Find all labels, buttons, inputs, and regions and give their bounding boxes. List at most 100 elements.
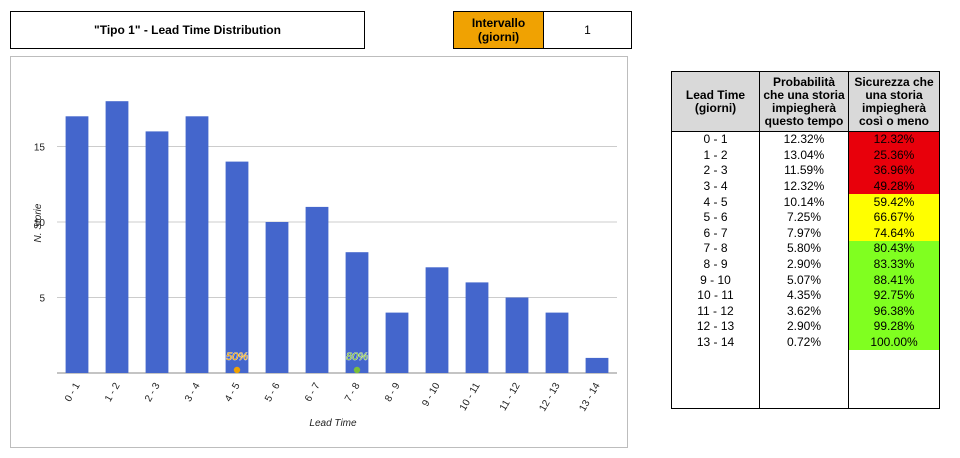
probability-cell: 13.04% xyxy=(759,147,849,164)
lead-time-cell: 8 - 9 xyxy=(671,256,760,273)
x-tick-label: 11 - 12 xyxy=(498,381,523,413)
bar xyxy=(545,312,569,373)
x-axis-label: Lead Time xyxy=(309,418,357,429)
x-tick-label: 1 - 2 xyxy=(103,381,123,404)
safety-cell: 74.64% xyxy=(848,225,940,242)
x-tick-label: 9 - 10 xyxy=(420,381,443,409)
x-tick-label: 8 - 9 xyxy=(383,381,403,404)
x-tick-label: 12 - 13 xyxy=(538,381,563,414)
percentile-marker-dot xyxy=(353,366,361,374)
probability-cell: 12.32% xyxy=(759,131,849,148)
safety-cell: 83.33% xyxy=(848,256,940,273)
interval-value[interactable]: 1 xyxy=(543,11,632,49)
lead-time-cell: 10 - 11 xyxy=(671,287,760,304)
safety-cell: 12.32% xyxy=(848,131,940,148)
empty-cell xyxy=(759,350,849,410)
safety-cell: 92.75% xyxy=(848,287,940,304)
bar xyxy=(265,222,289,373)
bar xyxy=(385,312,409,373)
bar xyxy=(65,116,89,374)
probability-cell: 2.90% xyxy=(759,319,849,335)
percentile-marker-label: 50% xyxy=(226,351,248,363)
table-empty-row xyxy=(671,350,940,410)
table-row: 6 - 7 7.97% 74.64% xyxy=(671,225,940,242)
probability-cell: 3.62% xyxy=(759,303,849,320)
safety-cell: 49.28% xyxy=(848,178,940,195)
bar xyxy=(585,357,609,373)
table-row: 9 - 10 5.07% 88.41% xyxy=(671,272,940,288)
y-tick-label: 10 xyxy=(34,218,46,229)
probability-cell: 12.32% xyxy=(759,178,849,195)
probability-cell: 7.25% xyxy=(759,209,849,226)
table-row: 3 - 4 12.32% 49.28% xyxy=(671,178,940,195)
interval-label: Intervallo (giorni) xyxy=(453,11,544,49)
y-tick-label: 5 xyxy=(39,294,45,305)
x-tick-label: 6 - 7 xyxy=(303,381,323,404)
header-lead-time: Lead Time (giorni) xyxy=(671,71,760,132)
safety-cell: 80.43% xyxy=(848,241,940,257)
x-tick-label: 3 - 4 xyxy=(183,381,203,404)
table-row: 1 - 2 13.04% 25.36% xyxy=(671,147,940,164)
lead-time-cell: 9 - 10 xyxy=(671,272,760,288)
bar xyxy=(185,116,209,374)
safety-cell: 66.67% xyxy=(848,209,940,226)
probability-cell: 11.59% xyxy=(759,163,849,179)
lead-time-cell: 11 - 12 xyxy=(671,303,760,320)
table-row: 7 - 8 5.80% 80.43% xyxy=(671,241,940,257)
safety-cell: 88.41% xyxy=(848,272,940,288)
bar xyxy=(105,101,129,373)
lead-time-cell: 13 - 14 xyxy=(671,334,760,351)
probability-cell: 4.35% xyxy=(759,287,849,304)
table-row: 5 - 6 7.25% 66.67% xyxy=(671,209,940,226)
lead-time-cell: 3 - 4 xyxy=(671,178,760,195)
percentile-marker-dot xyxy=(233,366,241,374)
table-row: 2 - 3 11.59% 36.96% xyxy=(671,163,940,179)
bar xyxy=(305,206,329,373)
safety-cell: 99.28% xyxy=(848,319,940,335)
chart-title: "Tipo 1" - Lead Time Distribution xyxy=(10,11,365,49)
x-tick-label: 4 - 5 xyxy=(223,381,243,404)
x-tick-label: 0 - 1 xyxy=(63,381,83,404)
x-tick-label: 10 - 11 xyxy=(458,381,483,413)
bar xyxy=(425,267,449,373)
probability-cell: 7.97% xyxy=(759,225,849,242)
x-tick-label: 7 - 8 xyxy=(343,381,363,404)
safety-cell: 36.96% xyxy=(848,163,940,179)
table-row: 8 - 9 2.90% 83.33% xyxy=(671,256,940,273)
table-row: 0 - 1 12.32% 12.32% xyxy=(671,131,940,148)
table-row: 13 - 14 0.72% 100.00% xyxy=(671,334,940,351)
safety-cell: 25.36% xyxy=(848,147,940,164)
lead-time-cell: 4 - 5 xyxy=(671,194,760,210)
lead-time-cell: 0 - 1 xyxy=(671,131,760,148)
lead-time-cell: 2 - 3 xyxy=(671,163,760,179)
probability-cell: 5.07% xyxy=(759,272,849,288)
table-row: 12 - 13 2.90% 99.28% xyxy=(671,319,940,335)
percentile-marker-label: 80% xyxy=(346,351,368,363)
lead-time-cell: 1 - 2 xyxy=(671,147,760,164)
probability-cell: 5.80% xyxy=(759,241,849,257)
empty-cell xyxy=(848,350,940,410)
lead-time-cell: 6 - 7 xyxy=(671,225,760,242)
y-tick-label: 15 xyxy=(34,143,46,154)
header-probability: Probabilità che una storia impiegherà qu… xyxy=(759,71,849,132)
lead-time-cell: 12 - 13 xyxy=(671,319,760,335)
bar xyxy=(345,252,369,373)
table-row: 10 - 11 4.35% 92.75% xyxy=(671,287,940,304)
safety-cell: 96.38% xyxy=(848,303,940,320)
x-tick-label: 5 - 6 xyxy=(263,381,283,404)
bar-chart: 50% 80% 0 - 1 1 - 2 2 - 3 3 - 4 4 - 5 5 - 6 6 -… xyxy=(33,101,617,429)
lead-time-table: Lead Time (giorni) Probabilità che una s… xyxy=(671,71,940,410)
x-tick-label: 2 - 3 xyxy=(143,381,163,404)
safety-cell: 59.42% xyxy=(848,194,940,210)
table-row: 4 - 5 10.14% 59.42% xyxy=(671,194,940,210)
probability-cell: 2.90% xyxy=(759,256,849,273)
probability-cell: 10.14% xyxy=(759,194,849,210)
empty-cell xyxy=(671,350,760,410)
bar xyxy=(465,282,489,373)
probability-cell: 0.72% xyxy=(759,334,849,351)
bar xyxy=(505,297,529,373)
lead-time-cell: 5 - 6 xyxy=(671,209,760,226)
lead-time-cell: 7 - 8 xyxy=(671,241,760,257)
table-row: 11 - 12 3.62% 96.38% xyxy=(671,303,940,320)
header-safety: Sicurezza che una storia impiegherà così… xyxy=(848,71,940,132)
